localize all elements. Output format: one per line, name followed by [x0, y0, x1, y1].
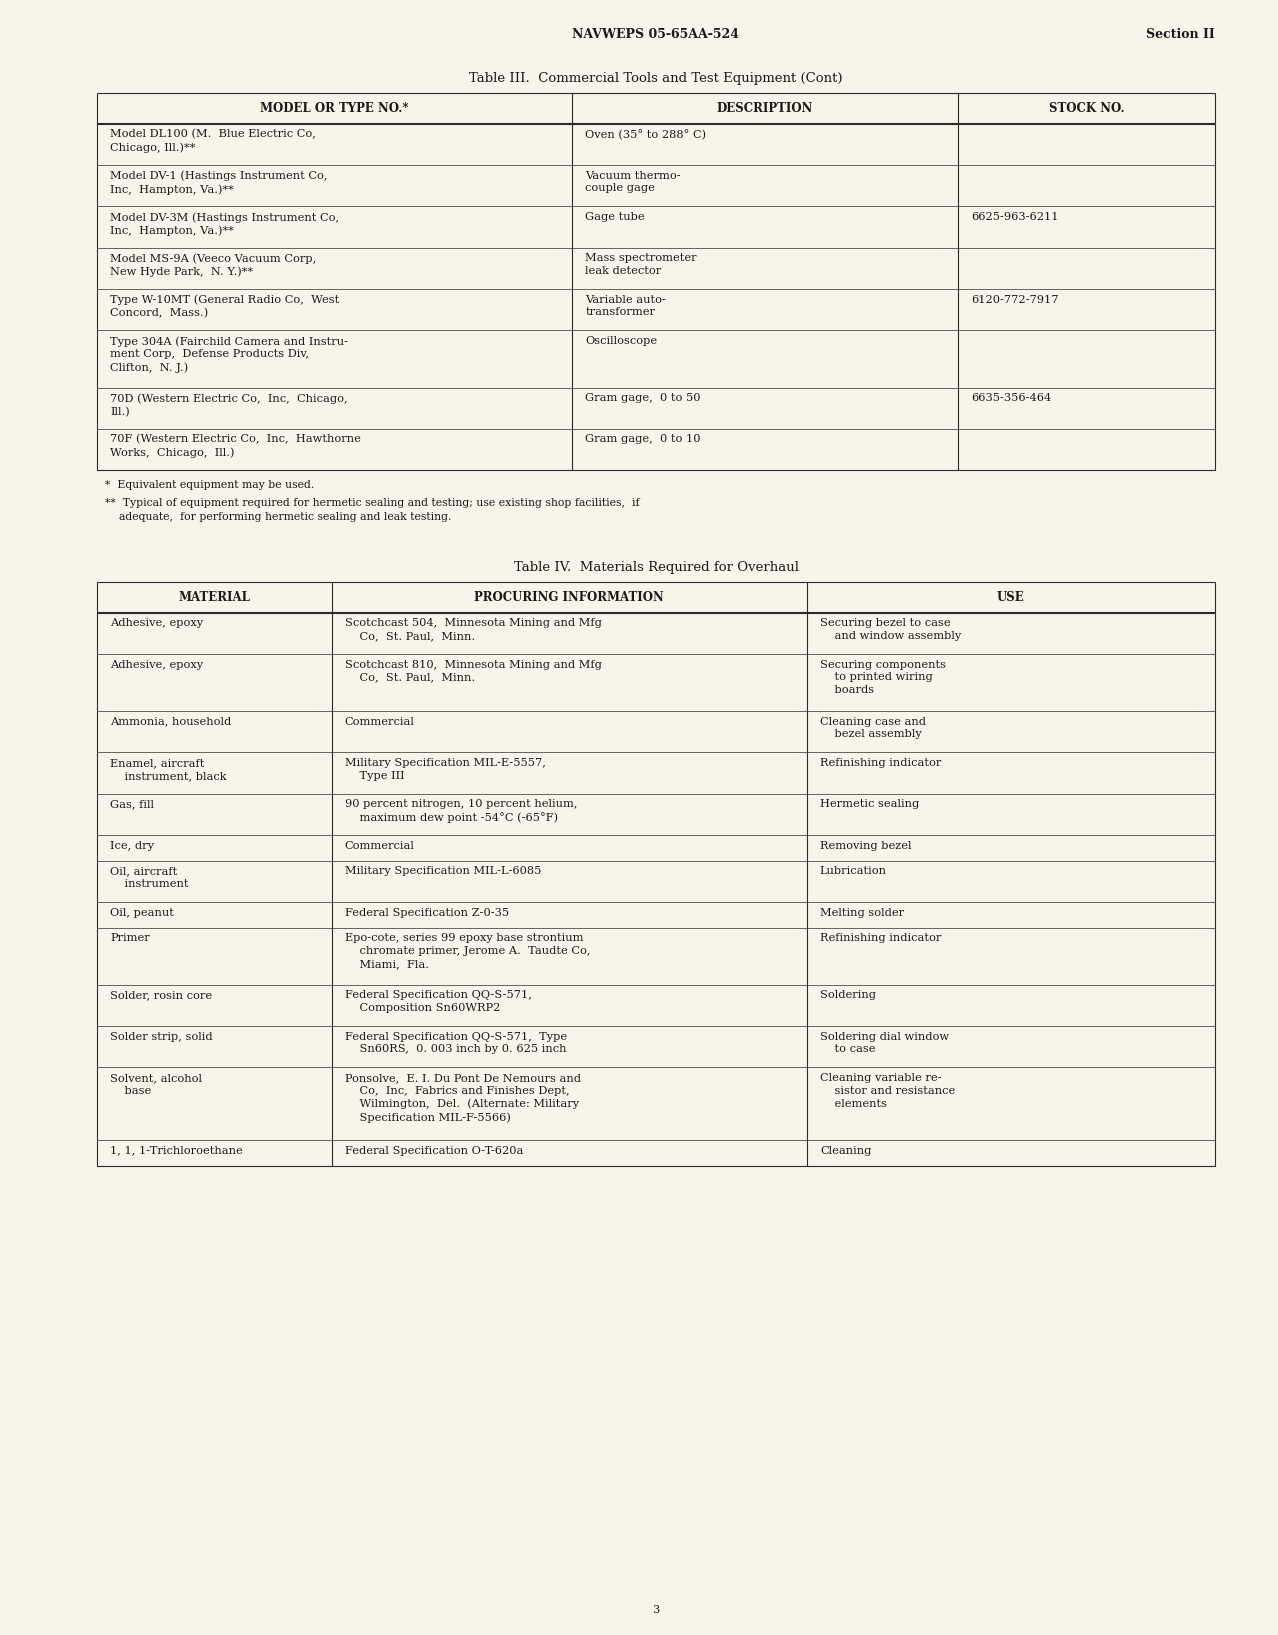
Text: Solvent, alcohol
    base: Solvent, alcohol base — [110, 1073, 202, 1095]
Text: Gage tube: Gage tube — [585, 213, 645, 222]
Text: 70F (Western Electric Co,  Inc,  Hawthorne
Works,  Chicago,  Ill.): 70F (Western Electric Co, Inc, Hawthorne… — [110, 435, 360, 458]
Text: Ice, dry: Ice, dry — [110, 840, 155, 850]
Text: Melting solder: Melting solder — [820, 907, 904, 917]
Text: NAVWEPS 05-65AA-524: NAVWEPS 05-65AA-524 — [573, 28, 740, 41]
Text: *  Equivalent equipment may be used.: * Equivalent equipment may be used. — [105, 481, 314, 490]
Text: MODEL OR TYPE NO.*: MODEL OR TYPE NO.* — [261, 101, 409, 114]
Text: Vacuum thermo-
couple gage: Vacuum thermo- couple gage — [585, 170, 681, 193]
Text: Enamel, aircraft
    instrument, black: Enamel, aircraft instrument, black — [110, 759, 226, 782]
Text: MATERIAL: MATERIAL — [179, 590, 250, 603]
Text: Lubrication: Lubrication — [820, 867, 887, 876]
Text: Securing components
    to printed wiring
    boards: Securing components to printed wiring bo… — [820, 659, 946, 695]
Text: 3: 3 — [652, 1606, 659, 1615]
Text: Model DL100 (M.  Blue Electric Co,
Chicago, Ill.)**: Model DL100 (M. Blue Electric Co, Chicag… — [110, 129, 316, 154]
Text: Solder, rosin core: Solder, rosin core — [110, 991, 212, 1001]
Text: Refinishing indicator: Refinishing indicator — [820, 934, 942, 943]
Text: 90 percent nitrogen, 10 percent helium,
    maximum dew point -54°C (-65°F): 90 percent nitrogen, 10 percent helium, … — [345, 800, 578, 824]
Text: Oil, peanut: Oil, peanut — [110, 907, 174, 917]
Text: Variable auto-
transformer: Variable auto- transformer — [585, 294, 666, 317]
Text: Type W-10MT (General Radio Co,  West
Concord,  Mass.): Type W-10MT (General Radio Co, West Conc… — [110, 294, 339, 319]
Text: Section II: Section II — [1146, 28, 1215, 41]
Text: Gas, fill: Gas, fill — [110, 800, 155, 809]
Text: Table IV.  Materials Required for Overhaul: Table IV. Materials Required for Overhau… — [514, 561, 799, 574]
Text: Hermetic sealing: Hermetic sealing — [820, 800, 919, 809]
Text: Securing bezel to case
    and window assembly: Securing bezel to case and window assemb… — [820, 618, 961, 641]
Text: Solder strip, solid: Solder strip, solid — [110, 1032, 212, 1041]
Text: Soldering dial window
    to case: Soldering dial window to case — [820, 1032, 950, 1055]
Text: Epo-cote, series 99 epoxy base strontium
    chromate primer, Jerome A.  Taudte : Epo-cote, series 99 epoxy base strontium… — [345, 934, 590, 970]
Text: 6120-772-7917: 6120-772-7917 — [971, 294, 1058, 304]
Text: Adhesive, epoxy: Adhesive, epoxy — [110, 618, 203, 628]
Text: Gram gage,  0 to 50: Gram gage, 0 to 50 — [585, 392, 700, 402]
Text: Model MS-9A (Veeco Vacuum Corp,
New Hyde Park,  N. Y.)**: Model MS-9A (Veeco Vacuum Corp, New Hyde… — [110, 253, 316, 278]
Text: Primer: Primer — [110, 934, 150, 943]
Text: DESCRIPTION: DESCRIPTION — [717, 101, 813, 114]
Text: PROCURING INFORMATION: PROCURING INFORMATION — [474, 590, 665, 603]
Text: 1, 1, 1-Trichloroethane: 1, 1, 1-Trichloroethane — [110, 1146, 243, 1156]
Text: Military Specification MIL-E-5557,
    Type III: Military Specification MIL-E-5557, Type … — [345, 759, 546, 782]
Text: USE: USE — [997, 590, 1025, 603]
Text: Federal Specification QQ-S-571,  Type
    Sn60RS,  0. 003 inch by 0. 625 inch: Federal Specification QQ-S-571, Type Sn6… — [345, 1032, 567, 1055]
Text: **  Typical of equipment required for hermetic sealing and testing; use existing: ** Typical of equipment required for her… — [105, 499, 639, 522]
Text: Commercial: Commercial — [345, 840, 414, 850]
Text: Adhesive, epoxy: Adhesive, epoxy — [110, 659, 203, 670]
Text: Oil, aircraft
    instrument: Oil, aircraft instrument — [110, 867, 188, 889]
Text: Oscilloscope: Oscilloscope — [585, 335, 657, 347]
Text: Soldering: Soldering — [820, 991, 875, 1001]
Text: Oven (35° to 288° C): Oven (35° to 288° C) — [585, 129, 707, 141]
Text: Model DV-3M (Hastings Instrument Co,
Inc,  Hampton, Va.)**: Model DV-3M (Hastings Instrument Co, Inc… — [110, 213, 339, 235]
Text: Federal Specification QQ-S-571,
    Composition Sn60WRP2: Federal Specification QQ-S-571, Composit… — [345, 991, 532, 1014]
Text: Scotchcast 504,  Minnesota Mining and Mfg
    Co,  St. Paul,  Minn.: Scotchcast 504, Minnesota Mining and Mfg… — [345, 618, 602, 641]
Text: Cleaning case and
    bezel assembly: Cleaning case and bezel assembly — [820, 716, 927, 739]
Text: Cleaning: Cleaning — [820, 1146, 872, 1156]
Text: 6625-963-6211: 6625-963-6211 — [971, 213, 1058, 222]
Text: Federal Specification Z-0-35: Federal Specification Z-0-35 — [345, 907, 509, 917]
Text: Scotchcast 810,  Minnesota Mining and Mfg
    Co,  St. Paul,  Minn.: Scotchcast 810, Minnesota Mining and Mfg… — [345, 659, 602, 682]
Text: Federal Specification O-T-620a: Federal Specification O-T-620a — [345, 1146, 523, 1156]
Text: Ammonia, household: Ammonia, household — [110, 716, 231, 726]
Text: STOCK NO.: STOCK NO. — [1049, 101, 1125, 114]
Text: Refinishing indicator: Refinishing indicator — [820, 759, 942, 768]
Text: 6635-356-464: 6635-356-464 — [971, 392, 1051, 402]
Text: Military Specification MIL-L-6085: Military Specification MIL-L-6085 — [345, 867, 541, 876]
Text: Type 304A (Fairchild Camera and Instru-
ment Corp,  Defense Products Div,
Clifto: Type 304A (Fairchild Camera and Instru- … — [110, 335, 348, 373]
Text: Ponsolve,  E. I. Du Pont De Nemours and
    Co,  Inc,  Fabrics and Finishes Dept: Ponsolve, E. I. Du Pont De Nemours and C… — [345, 1073, 580, 1123]
Text: Removing bezel: Removing bezel — [820, 840, 911, 850]
Text: Mass spectrometer
leak detector: Mass spectrometer leak detector — [585, 253, 697, 276]
Text: Gram gage,  0 to 10: Gram gage, 0 to 10 — [585, 435, 700, 445]
Text: Commercial: Commercial — [345, 716, 414, 726]
Text: Table III.  Commercial Tools and Test Equipment (Cont): Table III. Commercial Tools and Test Equ… — [469, 72, 842, 85]
Text: Cleaning variable re-
    sistor and resistance
    elements: Cleaning variable re- sistor and resista… — [820, 1073, 955, 1109]
Text: Model DV-1 (Hastings Instrument Co,
Inc,  Hampton, Va.)**: Model DV-1 (Hastings Instrument Co, Inc,… — [110, 170, 327, 195]
Text: 70D (Western Electric Co,  Inc,  Chicago,
Ill.): 70D (Western Electric Co, Inc, Chicago, … — [110, 392, 348, 417]
